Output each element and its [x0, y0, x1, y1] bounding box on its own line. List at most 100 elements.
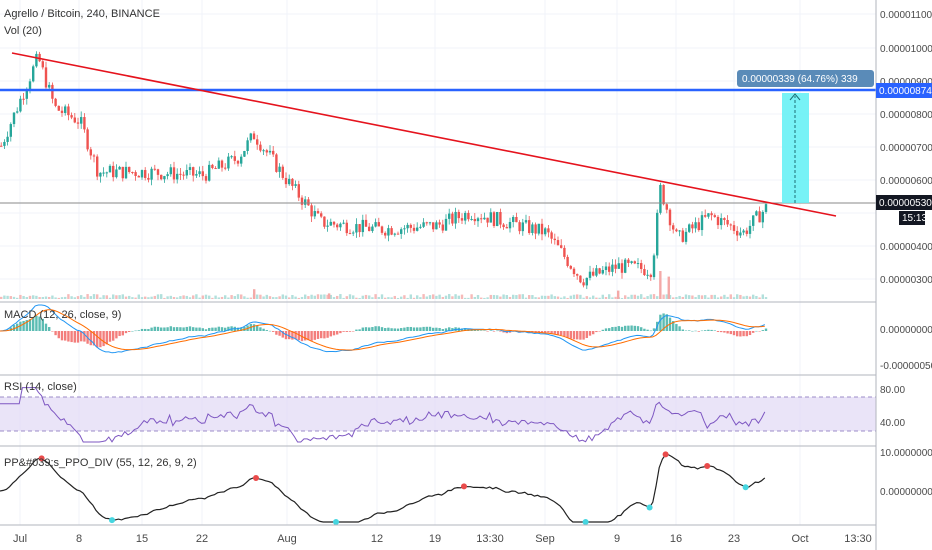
- volume-bar: [435, 295, 438, 299]
- candle-body: [265, 150, 268, 153]
- volume-bar: [470, 294, 473, 299]
- candle-body: [470, 218, 473, 220]
- volume-bar: [275, 297, 278, 299]
- macd-histogram-bar: [102, 331, 105, 347]
- volume-bar: [486, 297, 489, 299]
- macd-histogram-bar: [764, 328, 768, 331]
- volume-bar: [502, 294, 505, 299]
- candle-body: [553, 238, 556, 241]
- volume-bar: [323, 294, 326, 299]
- volume-bar: [441, 296, 444, 299]
- volume-bar: [585, 296, 588, 299]
- macd-histogram-bar: [217, 326, 220, 331]
- candle-body: [592, 271, 595, 276]
- macd-histogram-bar: [624, 325, 627, 331]
- macd-histogram-bar: [150, 327, 153, 331]
- volume-bar: [624, 295, 627, 299]
- volume-bar: [134, 297, 137, 299]
- volume-bar: [310, 294, 313, 299]
- macd-histogram-bar: [502, 331, 505, 333]
- volume-bar: [115, 295, 118, 299]
- volume-bar: [201, 295, 204, 299]
- ppo-tick: 10.00000000: [880, 448, 932, 459]
- macd-histogram-bar: [329, 331, 332, 337]
- macd-histogram-bar: [166, 327, 169, 331]
- candle-body: [403, 228, 406, 230]
- time-tick: 16: [670, 533, 682, 545]
- candle-body: [342, 222, 345, 224]
- macd-histogram-bar: [76, 331, 80, 343]
- macd-histogram-bar: [649, 330, 652, 332]
- macd-histogram-bar: [707, 329, 710, 331]
- macd-histogram-bar: [262, 328, 265, 331]
- volume-bar: [742, 296, 745, 299]
- candle-body: [48, 84, 51, 88]
- trendline[interactable]: [11, 52, 837, 217]
- macd-histogram-bar: [694, 330, 697, 332]
- candle-body: [438, 222, 441, 225]
- candle-body: [230, 156, 233, 158]
- candle-body: [390, 228, 393, 235]
- candle-body: [697, 222, 700, 231]
- macd-histogram-bar: [348, 331, 352, 332]
- candle-body: [496, 212, 499, 227]
- volume-bar: [505, 295, 508, 299]
- volume-bar: [51, 295, 54, 299]
- macd-pane: [0, 304, 768, 354]
- volume-bar: [131, 297, 134, 299]
- candle-body: [214, 168, 217, 170]
- candle-body: [35, 53, 38, 67]
- candle-body: [198, 171, 201, 175]
- candle-body: [473, 218, 476, 222]
- volume-bar: [678, 295, 681, 299]
- macd-legend: MACD (12, 26, close, 9): [4, 309, 121, 321]
- candle-body: [729, 224, 732, 226]
- volume-bar: [748, 296, 752, 299]
- candle-body: [476, 218, 480, 222]
- candle-body: [227, 156, 230, 169]
- macd-histogram-bar: [435, 327, 438, 331]
- volume-bar: [515, 295, 518, 299]
- volume-bar: [611, 297, 614, 299]
- volume-legend: Vol (20): [4, 25, 42, 37]
- macd-histogram-bar: [57, 331, 60, 339]
- volume-bar: [3, 295, 6, 299]
- candle-body: [643, 269, 646, 276]
- volume-bar: [656, 296, 659, 299]
- macd-histogram-bar: [358, 329, 361, 331]
- volume-bar: [89, 296, 92, 299]
- macd-histogram-bar: [278, 331, 281, 336]
- candle-body: [160, 174, 163, 180]
- volume-bar: [400, 296, 403, 299]
- candle-body: [432, 222, 435, 230]
- candle-body: [764, 204, 768, 212]
- time-axis[interactable]: Jul 8 15 22 Aug 12 19 13:30 Sep 9 16 23 …: [0, 524, 876, 545]
- volume-bar: [262, 296, 265, 299]
- time-tick: Aug: [277, 533, 297, 545]
- price-scale[interactable]: 0.00001100 0.00001000 0.00000900 0.00000…: [875, 0, 932, 550]
- price-tick: 0.00001100: [880, 10, 932, 21]
- macd-histogram-bar: [665, 314, 668, 331]
- candle-body: [275, 154, 278, 172]
- macd-histogram-bar: [460, 328, 464, 331]
- macd-histogram-bar: [220, 327, 224, 331]
- ppo-trough-dot: [646, 504, 653, 511]
- volume-bar: [64, 296, 67, 299]
- volume-bar: [620, 297, 624, 299]
- volume-bar: [249, 297, 252, 299]
- macd-histogram-bar: [739, 331, 742, 337]
- macd-histogram-bar: [617, 326, 620, 331]
- candle-body: [617, 263, 620, 269]
- candle-body: [467, 212, 470, 220]
- candle-body: [633, 261, 636, 264]
- candle-body: [307, 199, 310, 206]
- candle-body: [156, 169, 160, 175]
- macd-histogram-bar: [422, 326, 425, 331]
- macd-histogram-bar: [614, 326, 617, 331]
- macd-histogram-bar: [304, 331, 307, 341]
- candle-body: [105, 172, 108, 174]
- volume-bar: [44, 296, 48, 299]
- macd-histogram-bar: [412, 327, 416, 331]
- candle-body: [121, 166, 124, 179]
